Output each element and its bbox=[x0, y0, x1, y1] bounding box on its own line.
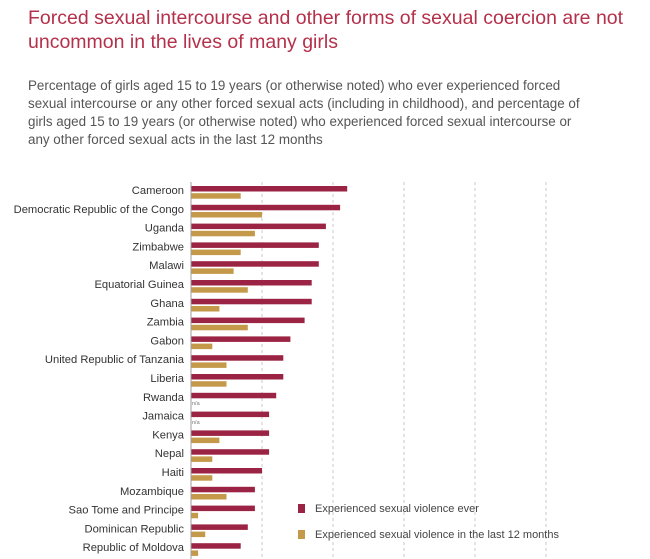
category-label: Jamaica bbox=[142, 411, 184, 423]
bar-ever bbox=[191, 430, 270, 436]
bar-ever bbox=[191, 486, 255, 493]
bar-last-12-months bbox=[191, 381, 227, 387]
bar-ever bbox=[191, 336, 291, 342]
bar-ever bbox=[191, 524, 248, 530]
bar-last-12-months bbox=[191, 287, 248, 293]
bar-ever bbox=[191, 242, 319, 248]
bar-ever bbox=[191, 317, 305, 324]
bar-last-12-months bbox=[191, 230, 255, 237]
category-label: Kenya bbox=[152, 429, 184, 441]
missing-value-label: n/a bbox=[192, 401, 201, 407]
bar-ever bbox=[191, 204, 341, 211]
category-label: Gabon bbox=[150, 335, 184, 347]
bar-ever bbox=[191, 261, 319, 267]
bar-last-12-months bbox=[191, 512, 199, 519]
legend-swatch bbox=[298, 530, 305, 539]
category-label: Liberia bbox=[150, 373, 184, 385]
bar-ever bbox=[191, 223, 326, 230]
bar-last-12-months bbox=[191, 343, 213, 350]
bar-last-12-months bbox=[191, 550, 199, 556]
category-label: Zambia bbox=[147, 317, 185, 329]
bar-last-12-months bbox=[191, 531, 206, 538]
bar-ever bbox=[191, 392, 277, 399]
chart-title: Forced sexual intercourse and other form… bbox=[28, 7, 624, 53]
bar-ever bbox=[191, 186, 348, 192]
bar-last-12-months bbox=[191, 362, 227, 368]
category-label: Sao Tome and Principe bbox=[69, 505, 184, 517]
bar-last-12-months bbox=[191, 324, 248, 331]
bar-ever bbox=[191, 280, 312, 286]
bar-last-12-months bbox=[191, 212, 262, 218]
bar-ever bbox=[191, 449, 270, 455]
legend-swatch bbox=[298, 504, 305, 513]
bar-last-12-months bbox=[191, 193, 241, 199]
category-label: Nepal bbox=[155, 448, 184, 460]
category-label: Malawi bbox=[149, 260, 184, 272]
bar-last-12-months bbox=[191, 249, 241, 256]
category-label: Mozambique bbox=[120, 486, 184, 498]
category-label: Uganda bbox=[145, 223, 185, 235]
bar-ever bbox=[191, 505, 255, 512]
bar-ever bbox=[191, 374, 284, 380]
bar-ever bbox=[191, 468, 262, 474]
category-label: Haiti bbox=[162, 467, 184, 479]
bar-last-12-months bbox=[191, 306, 220, 312]
category-label: Dominican Republic bbox=[85, 523, 185, 535]
bar-last-12-months bbox=[191, 494, 227, 500]
category-label: Ghana bbox=[150, 298, 184, 310]
bar-ever bbox=[191, 411, 270, 418]
bar-last-12-months bbox=[191, 475, 213, 481]
bar-ever bbox=[191, 543, 241, 549]
category-label: Equatorial Guinea bbox=[94, 279, 184, 291]
missing-value-label: n/a bbox=[192, 420, 201, 426]
category-label: Cameroon bbox=[132, 185, 184, 197]
legend-label: Experienced sexual violence in the last … bbox=[315, 529, 559, 541]
bar-last-12-months bbox=[191, 456, 213, 462]
bar-last-12-months bbox=[191, 437, 220, 444]
bar-ever bbox=[191, 298, 312, 305]
category-label: United Republic of Tanzania bbox=[45, 354, 185, 366]
category-label: Democratic Republic of the Congo bbox=[14, 204, 184, 216]
chart-subtitle: Percentage of girls aged 15 to 19 years … bbox=[28, 78, 580, 147]
category-label: Rwanda bbox=[143, 392, 185, 404]
legend-label: Experienced sexual violence ever bbox=[315, 503, 479, 515]
bar-ever bbox=[191, 355, 284, 361]
category-label: Zimbabwe bbox=[132, 241, 184, 253]
category-label: Republic of Moldova bbox=[83, 542, 185, 554]
bar-last-12-months bbox=[191, 268, 234, 274]
